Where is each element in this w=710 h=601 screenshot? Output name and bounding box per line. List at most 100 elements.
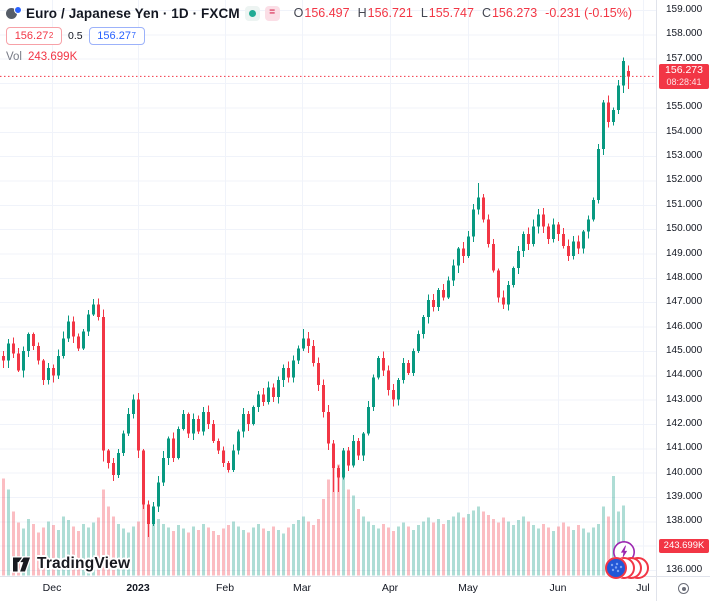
candle-body [6, 343, 11, 361]
candle-wick [628, 65, 629, 90]
sell-button[interactable]: 156.27 2 [6, 27, 62, 45]
candle-body [336, 467, 341, 478]
time-tick-label: Feb [215, 582, 235, 594]
replay-bubbles-button[interactable] [604, 555, 650, 581]
candle-body [461, 248, 466, 256]
volume-bar [226, 525, 231, 576]
volume-bar [146, 506, 151, 576]
volume-bar [336, 464, 341, 576]
market-open-icon[interactable] [244, 5, 260, 21]
chart-pane[interactable]: Euro / Japanese Yen · 1D · FXCM = O 156.4… [0, 0, 656, 580]
volume-bar [396, 526, 401, 576]
volume-bar [511, 525, 516, 576]
lightning-button[interactable] [612, 540, 636, 564]
volume-bar [561, 522, 566, 576]
candle-body [206, 411, 211, 424]
candle-body [241, 414, 246, 432]
volume-bar [221, 528, 226, 576]
time-tick-label: 2023 [126, 582, 150, 594]
volume-bar [21, 528, 26, 576]
candle-body [426, 299, 431, 317]
price-tick-label: 148.000 [666, 271, 703, 283]
volume-bar [431, 522, 436, 576]
axis-corner [656, 576, 710, 601]
volume-bar [171, 531, 176, 576]
volume-bar [236, 526, 241, 576]
candle-body [111, 462, 116, 476]
chart-legend: Euro / Japanese Yen · 1D · FXCM = O 156.4… [6, 4, 632, 63]
price-tick-label: 150.000 [666, 223, 703, 235]
volume-bar [186, 532, 191, 576]
volume-bar [246, 532, 251, 576]
buy-button[interactable]: 156.27 7 [88, 27, 145, 45]
volume-bar [216, 534, 221, 576]
delayed-data-icon[interactable]: = [264, 5, 280, 21]
volume-bar [466, 513, 471, 576]
volume-bar [426, 517, 431, 576]
candle-body [86, 314, 91, 332]
price-tick-label: 159.000 [666, 4, 703, 15]
symbol-title[interactable]: Euro / Japanese Yen · 1D · FXCM [26, 5, 240, 21]
tradingview-watermark[interactable]: TradingView [12, 555, 130, 573]
price-tick-label: 153.000 [666, 150, 703, 162]
candle-body [146, 504, 151, 524]
candle-body [281, 367, 286, 381]
price-tick-label: 142.000 [666, 417, 703, 429]
candle-body [581, 231, 586, 249]
ohlc-readout: O 156.497 H 156.721 L 155.747 C 156.273 -0.2… [294, 6, 632, 20]
candle-body [456, 248, 461, 266]
volume-bar [461, 517, 466, 576]
candle-body [521, 234, 526, 252]
volume-bar [386, 527, 391, 576]
candle-body [516, 251, 521, 269]
volume-bar [46, 521, 51, 576]
candle-body [351, 440, 356, 466]
volume-bar [36, 532, 41, 576]
legend-row-trade-buttons: 156.27 2 0.5 156.27 7 [6, 27, 632, 45]
candle-body [246, 414, 251, 424]
volume-bar [391, 531, 396, 576]
candle-body [541, 214, 546, 227]
volume-bar [441, 523, 446, 576]
volume-bar [416, 525, 421, 576]
candle-body [576, 241, 581, 249]
candle-body [466, 236, 471, 256]
symbol-logo-icon[interactable] [6, 6, 22, 20]
current-price-label: 156.273 08:28:41 [659, 63, 709, 89]
candle-body [366, 406, 371, 434]
volume-indicator-label[interactable]: Vol [6, 51, 22, 63]
volume-bar [451, 516, 456, 576]
price-axis[interactable]: 159.000158.000157.000156.000155.000154.0… [656, 0, 710, 576]
candle-body [616, 85, 621, 110]
candle-body [291, 360, 296, 378]
volume-bar [341, 474, 346, 576]
candle-body [286, 367, 291, 378]
time-tick-label: Jul [636, 582, 650, 594]
volume-bar [61, 516, 66, 576]
candle-body [46, 367, 51, 381]
price-tick-label: 141.000 [666, 442, 703, 454]
candle-body [221, 450, 226, 463]
volume-bar [6, 489, 11, 576]
candle-body [436, 290, 441, 308]
candle-body [301, 338, 306, 349]
candle-body [161, 458, 166, 483]
volume-bar [516, 520, 521, 576]
time-axis[interactable]: Dec 2023 Feb Mar Apr May Jun Jul [0, 576, 656, 601]
candle-body [571, 241, 576, 256]
candle-body [136, 399, 141, 451]
candle-body [66, 321, 71, 339]
axis-settings-gear-icon[interactable] [678, 583, 689, 594]
candle-body [1, 355, 6, 361]
volume-bar [156, 518, 161, 576]
candle-body [131, 399, 136, 415]
candle-body [506, 285, 511, 305]
candlestick-plot[interactable] [0, 0, 656, 576]
candle-body [261, 394, 266, 403]
candle-body [236, 431, 241, 451]
candle-body [386, 370, 391, 390]
volume-bar [96, 517, 101, 576]
volume-bar [571, 529, 576, 576]
candle-body [196, 419, 201, 432]
candle-body [346, 450, 351, 466]
